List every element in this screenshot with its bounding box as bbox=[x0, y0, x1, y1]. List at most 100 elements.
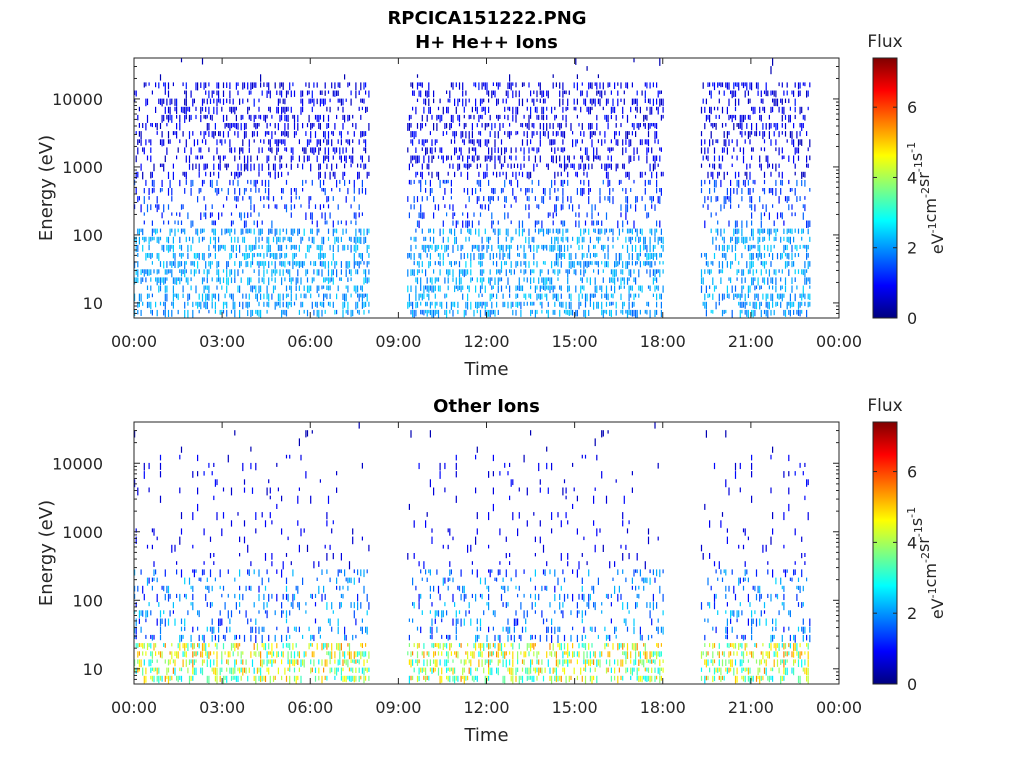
flux-cell bbox=[515, 114, 517, 123]
x-tick-label: 06:00 bbox=[287, 332, 333, 351]
flux-cell bbox=[473, 253, 475, 261]
flux-cell bbox=[657, 285, 659, 291]
flux-cell bbox=[504, 114, 506, 120]
flux-cell bbox=[778, 163, 780, 168]
flux-cell bbox=[718, 293, 720, 302]
flux-cell bbox=[292, 253, 294, 261]
flux-cell bbox=[224, 301, 226, 306]
flux-cell bbox=[314, 667, 317, 673]
flux-cell bbox=[741, 301, 743, 308]
flux-cell bbox=[339, 659, 341, 665]
flux-cell bbox=[242, 667, 244, 676]
flux-cell bbox=[263, 204, 265, 208]
flux-cell bbox=[468, 236, 470, 242]
flux-cell bbox=[557, 277, 559, 281]
flux-cell bbox=[285, 643, 288, 648]
flux-cell bbox=[365, 163, 367, 169]
flux-cell bbox=[778, 131, 780, 138]
flux-cell bbox=[145, 179, 147, 186]
flux-cell bbox=[255, 626, 257, 634]
flux-cell bbox=[596, 114, 598, 121]
unit-exponent: -2 bbox=[919, 187, 932, 198]
flux-cell bbox=[656, 285, 658, 290]
flux-cell bbox=[768, 236, 770, 241]
flux-cell bbox=[235, 602, 237, 610]
flux-cell bbox=[560, 236, 562, 242]
flux-cell bbox=[331, 261, 333, 266]
flux-cell bbox=[620, 253, 622, 261]
flux-cell bbox=[759, 114, 761, 121]
flux-cell bbox=[654, 277, 656, 281]
flux-cell bbox=[151, 528, 153, 533]
flux-cell bbox=[332, 90, 334, 97]
flux-cell bbox=[211, 602, 213, 607]
flux-cell bbox=[348, 269, 351, 275]
flux-cell bbox=[316, 114, 318, 122]
flux-cell bbox=[707, 261, 709, 268]
flux-cell bbox=[334, 659, 336, 664]
flux-cell bbox=[198, 236, 200, 243]
flux-cell bbox=[481, 114, 483, 120]
flux-cell bbox=[554, 139, 556, 145]
flux-cell bbox=[303, 147, 305, 154]
flux-cell bbox=[156, 123, 158, 131]
flux-cell bbox=[515, 301, 517, 307]
y-tick-label: 10000 bbox=[52, 90, 103, 109]
flux-cell bbox=[292, 659, 294, 666]
flux-cell bbox=[172, 82, 174, 87]
flux-cell bbox=[240, 228, 242, 235]
flux-cell bbox=[216, 675, 218, 684]
flux-cell bbox=[704, 293, 706, 301]
flux-cell bbox=[554, 301, 556, 307]
flux-cell bbox=[542, 261, 545, 265]
flux-cell bbox=[589, 82, 591, 89]
flux-cell bbox=[319, 98, 321, 107]
flux-cell bbox=[197, 503, 199, 512]
flux-cell bbox=[517, 131, 519, 135]
flux-cell bbox=[182, 651, 184, 657]
flux-cell bbox=[763, 244, 766, 251]
flux-cell bbox=[625, 204, 627, 213]
flux-cell bbox=[332, 171, 334, 177]
flux-cell bbox=[140, 163, 142, 171]
flux-cell bbox=[734, 244, 737, 251]
flux-cell bbox=[783, 155, 785, 159]
flux-cell bbox=[794, 277, 796, 282]
flux-cell bbox=[775, 301, 777, 307]
flux-cell bbox=[158, 98, 160, 104]
flux-cell bbox=[174, 277, 176, 285]
flux-cell bbox=[709, 293, 711, 298]
flux-cell bbox=[247, 106, 249, 115]
flux-cell bbox=[293, 651, 296, 659]
flux-cell bbox=[232, 301, 234, 310]
flux-cell bbox=[415, 236, 417, 242]
flux-cell bbox=[300, 98, 302, 104]
flux-cell bbox=[203, 196, 205, 201]
flux-cell bbox=[478, 293, 480, 298]
flux-cell bbox=[533, 236, 535, 243]
flux-cell bbox=[293, 244, 296, 250]
flux-cell bbox=[172, 171, 174, 180]
flux-cell bbox=[746, 236, 748, 244]
flux-cell bbox=[353, 602, 355, 609]
flux-cell bbox=[298, 309, 300, 315]
flux-cell bbox=[494, 163, 496, 170]
flux-cell bbox=[478, 155, 480, 161]
flux-cell bbox=[261, 179, 263, 186]
flux-cell bbox=[327, 495, 330, 504]
flux-cell bbox=[584, 220, 587, 226]
flux-cell bbox=[331, 667, 333, 673]
flux-cell bbox=[226, 123, 228, 127]
flux-cell bbox=[266, 236, 268, 244]
flux-cell bbox=[455, 285, 457, 289]
flux-cell bbox=[597, 212, 599, 216]
flux-cell bbox=[507, 301, 509, 309]
flux-cell bbox=[806, 155, 808, 163]
flux-cell bbox=[573, 261, 575, 268]
flux-cell bbox=[298, 651, 300, 659]
flux-cell bbox=[541, 293, 543, 300]
flux-cell bbox=[195, 667, 197, 676]
flux-cell bbox=[573, 269, 575, 275]
flux-cell bbox=[775, 269, 777, 276]
flux-cell bbox=[201, 569, 204, 576]
